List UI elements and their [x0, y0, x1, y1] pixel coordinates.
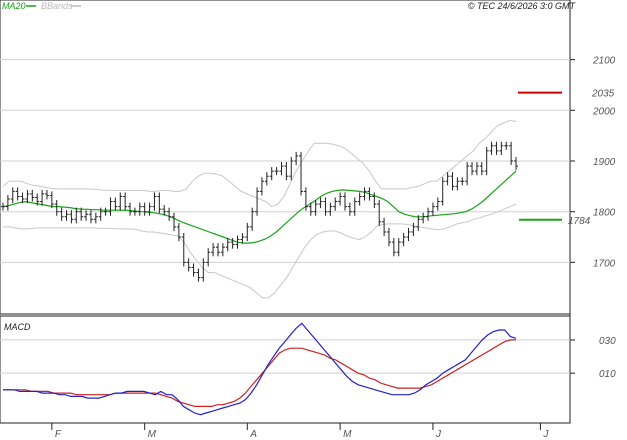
- month-tick-label: J: [435, 429, 442, 440]
- macd-line: [3, 322, 517, 416]
- price-y-tick-label: 1800: [593, 208, 616, 219]
- macd-title: MACD: [4, 322, 31, 332]
- price-y-tick-label: 1700: [593, 258, 616, 269]
- level-label: 2035: [591, 89, 615, 100]
- macd-y-ticks: 010 030: [570, 336, 616, 380]
- level-lines: 2035 1784: [518, 89, 615, 227]
- legend-ma20: MA20: [2, 1, 26, 11]
- month-tick-label: A: [249, 429, 257, 440]
- price-y-tick-label: 2100: [592, 56, 616, 67]
- month-tick-label: F: [55, 429, 62, 440]
- price-y-tick-label: 2000: [592, 106, 616, 117]
- month-tick-label: M: [343, 429, 352, 440]
- price-grid: [0, 59, 570, 263]
- copyright-text: © TEC 24/6/2026 3:0 GMT: [468, 1, 577, 11]
- price-panel-frame: [0, 0, 571, 315]
- macd-y-tick-label: 030: [599, 336, 616, 347]
- month-tick-label: J: [542, 429, 549, 440]
- price-y-tick-label: 1900: [593, 157, 616, 168]
- ohlc-bars: [1, 141, 518, 282]
- macd-grid: [0, 339, 570, 374]
- bollinger-upper-line: [2, 119, 517, 208]
- month-tick-label: M: [148, 429, 157, 440]
- level-label: 1784: [568, 216, 591, 227]
- price-y-ticks: 1700 1800 1900 2000 2100: [570, 56, 616, 269]
- macd-signal-line: [3, 339, 516, 407]
- macd-panel-frame: [0, 315, 571, 424]
- legend-bbands: BBands: [41, 1, 73, 11]
- macd-y-tick-label: 010: [599, 369, 616, 380]
- bollinger-lower-line: [3, 203, 517, 299]
- ma20-line: [2, 170, 517, 244]
